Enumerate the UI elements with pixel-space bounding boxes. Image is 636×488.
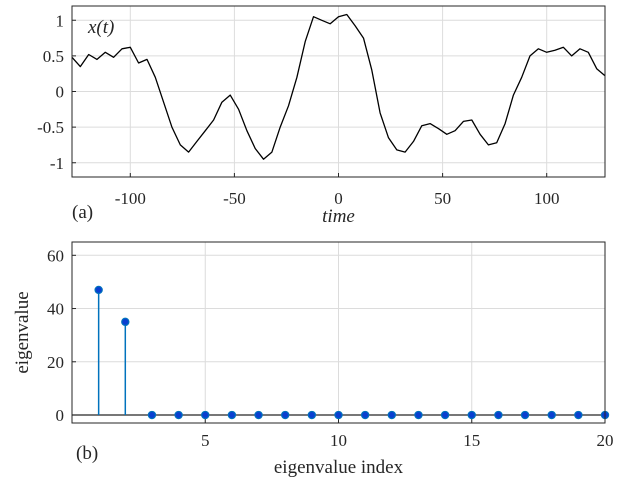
panel-a-y-tick-label-2: 0 (56, 83, 65, 102)
panel-b-marker-1 (94, 285, 103, 295)
panel-b-marker-16 (494, 410, 503, 420)
panel-b-marker-2 (121, 317, 130, 327)
panel-b-x-tick-label-1: 10 (330, 431, 347, 450)
panel-b-marker-3 (147, 410, 157, 420)
panel-b-x-axis-label: eigenvalue index (274, 457, 404, 478)
panel-a-y-tick-label-1: -0.5 (37, 118, 64, 137)
panel-a-x-tick-label-1: -50 (223, 189, 246, 208)
panel-a-x-tick-label-3: 50 (434, 189, 451, 208)
panel-a-x-ticks: -100 -50 0 50 100 (115, 173, 560, 208)
panel-a-x-tick-label-0: -100 (115, 189, 146, 208)
panel-b-marker-18 (547, 410, 556, 420)
panel-b-y-tick-label-1: 20 (47, 353, 64, 372)
panel-a-series-line (71, 13, 606, 160)
panel-b-marker-8 (281, 410, 290, 420)
panel-a-frame (71, 5, 606, 178)
panel-b-marker-17 (520, 410, 530, 420)
panel-a-y-tick-label-3: 0.5 (43, 47, 64, 66)
panel-b-marker-11 (360, 410, 370, 420)
panel-b-marker-19 (574, 410, 583, 420)
panel-b-y-axis-label: eigenvalue (12, 291, 33, 373)
panel-b-x-tick-label-3: 20 (597, 431, 614, 450)
panel-b-marker-10 (334, 410, 343, 420)
panel-b-marker-5 (201, 410, 210, 420)
panel-b-x-ticks: 5 10 15 20 (201, 419, 614, 450)
panel-b-x-tick-label-0: 5 (201, 431, 210, 450)
panel-b-y-tick-label-3: 60 (47, 246, 64, 265)
panel-b-x-tick-label-2: 15 (463, 431, 480, 450)
panel-a: -1 -0.5 0 0.5 1 -100 -50 0 50 100 x(t) (a) time (37, 5, 606, 227)
panel-a-label: (a) (72, 202, 93, 223)
panel-b-marker-7 (254, 410, 263, 420)
panel-b-marker-15 (467, 410, 476, 420)
panel-b-marker-13 (414, 410, 423, 420)
panel-b-marker-14 (440, 410, 450, 420)
panel-a-series-label: x(t) (87, 17, 114, 38)
panel-b-frame (71, 241, 606, 424)
panel-b-y-ticks: 0 20 40 60 (47, 246, 76, 425)
panel-a-x-tick-label-4: 100 (534, 189, 560, 208)
panel-b-marker-12 (387, 410, 396, 420)
panel-a-grid (72, 6, 605, 177)
panel-b-marker-9 (307, 410, 317, 420)
panel-b: 0 20 40 60 5 10 15 20 (b) eigenvalue index eig… (12, 241, 614, 478)
panel-a-x-tick-label-2: 0 (334, 189, 343, 208)
panel-b-grid (72, 242, 606, 423)
panel-a-series (71, 13, 606, 160)
panel-b-label: (b) (76, 443, 98, 464)
panel-b-marker-4 (174, 410, 183, 420)
panel-b-y-tick-label-2: 40 (47, 300, 64, 319)
panel-b-y-tick-label-0: 0 (56, 406, 65, 425)
panel-a-y-ticks: -1 -0.5 0 0.5 1 (37, 11, 76, 173)
panel-b-marker-6 (227, 410, 237, 420)
panel-a-x-axis-label: time (322, 206, 355, 227)
panel-a-y-tick-label-0: -1 (50, 154, 64, 173)
panel-a-y-tick-label-4: 1 (56, 11, 65, 30)
panel-b-series (94, 285, 610, 420)
